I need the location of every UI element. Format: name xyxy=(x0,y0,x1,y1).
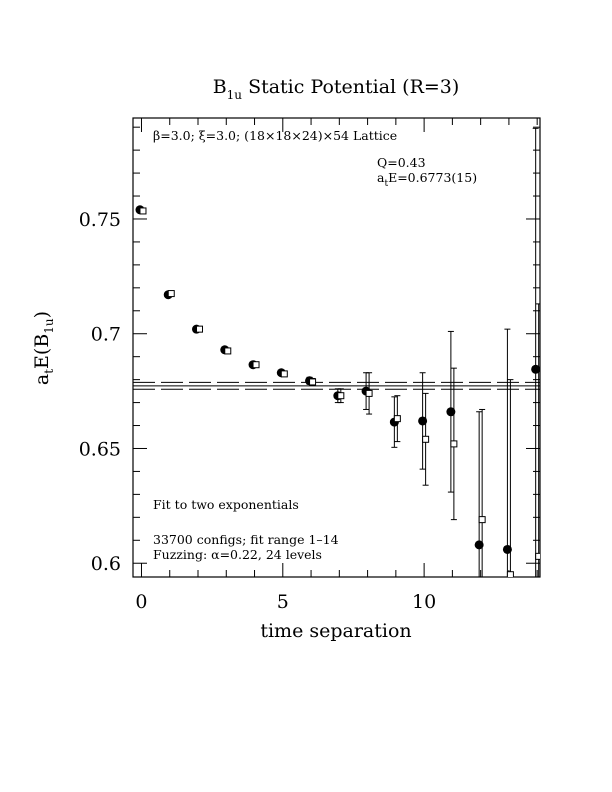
data-point-circle xyxy=(531,364,540,374)
y-tick-label: 0.75 xyxy=(79,209,121,231)
data-point-square xyxy=(365,389,373,397)
chart-title: B1u Static Potential (R=3) xyxy=(213,76,460,102)
fit-annotation: Fit to two exponentials xyxy=(153,497,299,512)
data-point-square xyxy=(224,347,232,355)
y-tick-label: 0.7 xyxy=(91,324,121,346)
data-point-circle xyxy=(418,416,428,426)
data-point-square xyxy=(139,207,147,215)
data-point-square xyxy=(506,571,514,577)
fit-band xyxy=(133,381,540,390)
x-axis-label: time separation xyxy=(260,620,411,642)
data-point-square xyxy=(393,415,401,423)
axis-ticks xyxy=(133,118,540,577)
x-tick-label: 0 xyxy=(135,591,147,613)
data-point-square xyxy=(422,435,430,443)
data-point-square xyxy=(196,325,204,333)
data-point-square xyxy=(252,361,260,369)
q-annotation: Q=0.43 xyxy=(377,155,426,170)
y-tick-label: 0.6 xyxy=(91,553,121,575)
y-axis-label: atE(B1u) xyxy=(31,311,56,385)
data-point-square xyxy=(535,552,540,560)
configs-annotation: 33700 configs; fit range 1–14 xyxy=(153,532,339,547)
data-point-square xyxy=(280,370,288,378)
x-tick-label: 10 xyxy=(412,591,436,613)
data-point-square xyxy=(450,440,458,448)
x-tick-label: 5 xyxy=(277,591,289,613)
data-series xyxy=(135,127,540,577)
fuzzing-annotation: Fuzzing: α=0.22, 24 levels xyxy=(153,547,322,562)
data-point-circle xyxy=(474,540,484,550)
data-point-circle xyxy=(502,544,512,554)
data-point-square xyxy=(309,378,317,386)
data-point-square xyxy=(167,290,175,298)
data-point-square xyxy=(478,516,486,524)
axis-tick-labels: 0 5 10 0.6 0.65 0.7 0.75 xyxy=(79,209,437,613)
y-tick-label: 0.65 xyxy=(79,438,121,460)
lattice-annotation: β=3.0; ξ=3.0; (18×18×24)×54 Lattice xyxy=(153,128,397,143)
ate-annotation: atE=0.6773(15) xyxy=(377,170,477,189)
plot-frame xyxy=(132,117,541,578)
data-point-circle xyxy=(446,407,456,417)
data-point-square xyxy=(337,392,345,400)
